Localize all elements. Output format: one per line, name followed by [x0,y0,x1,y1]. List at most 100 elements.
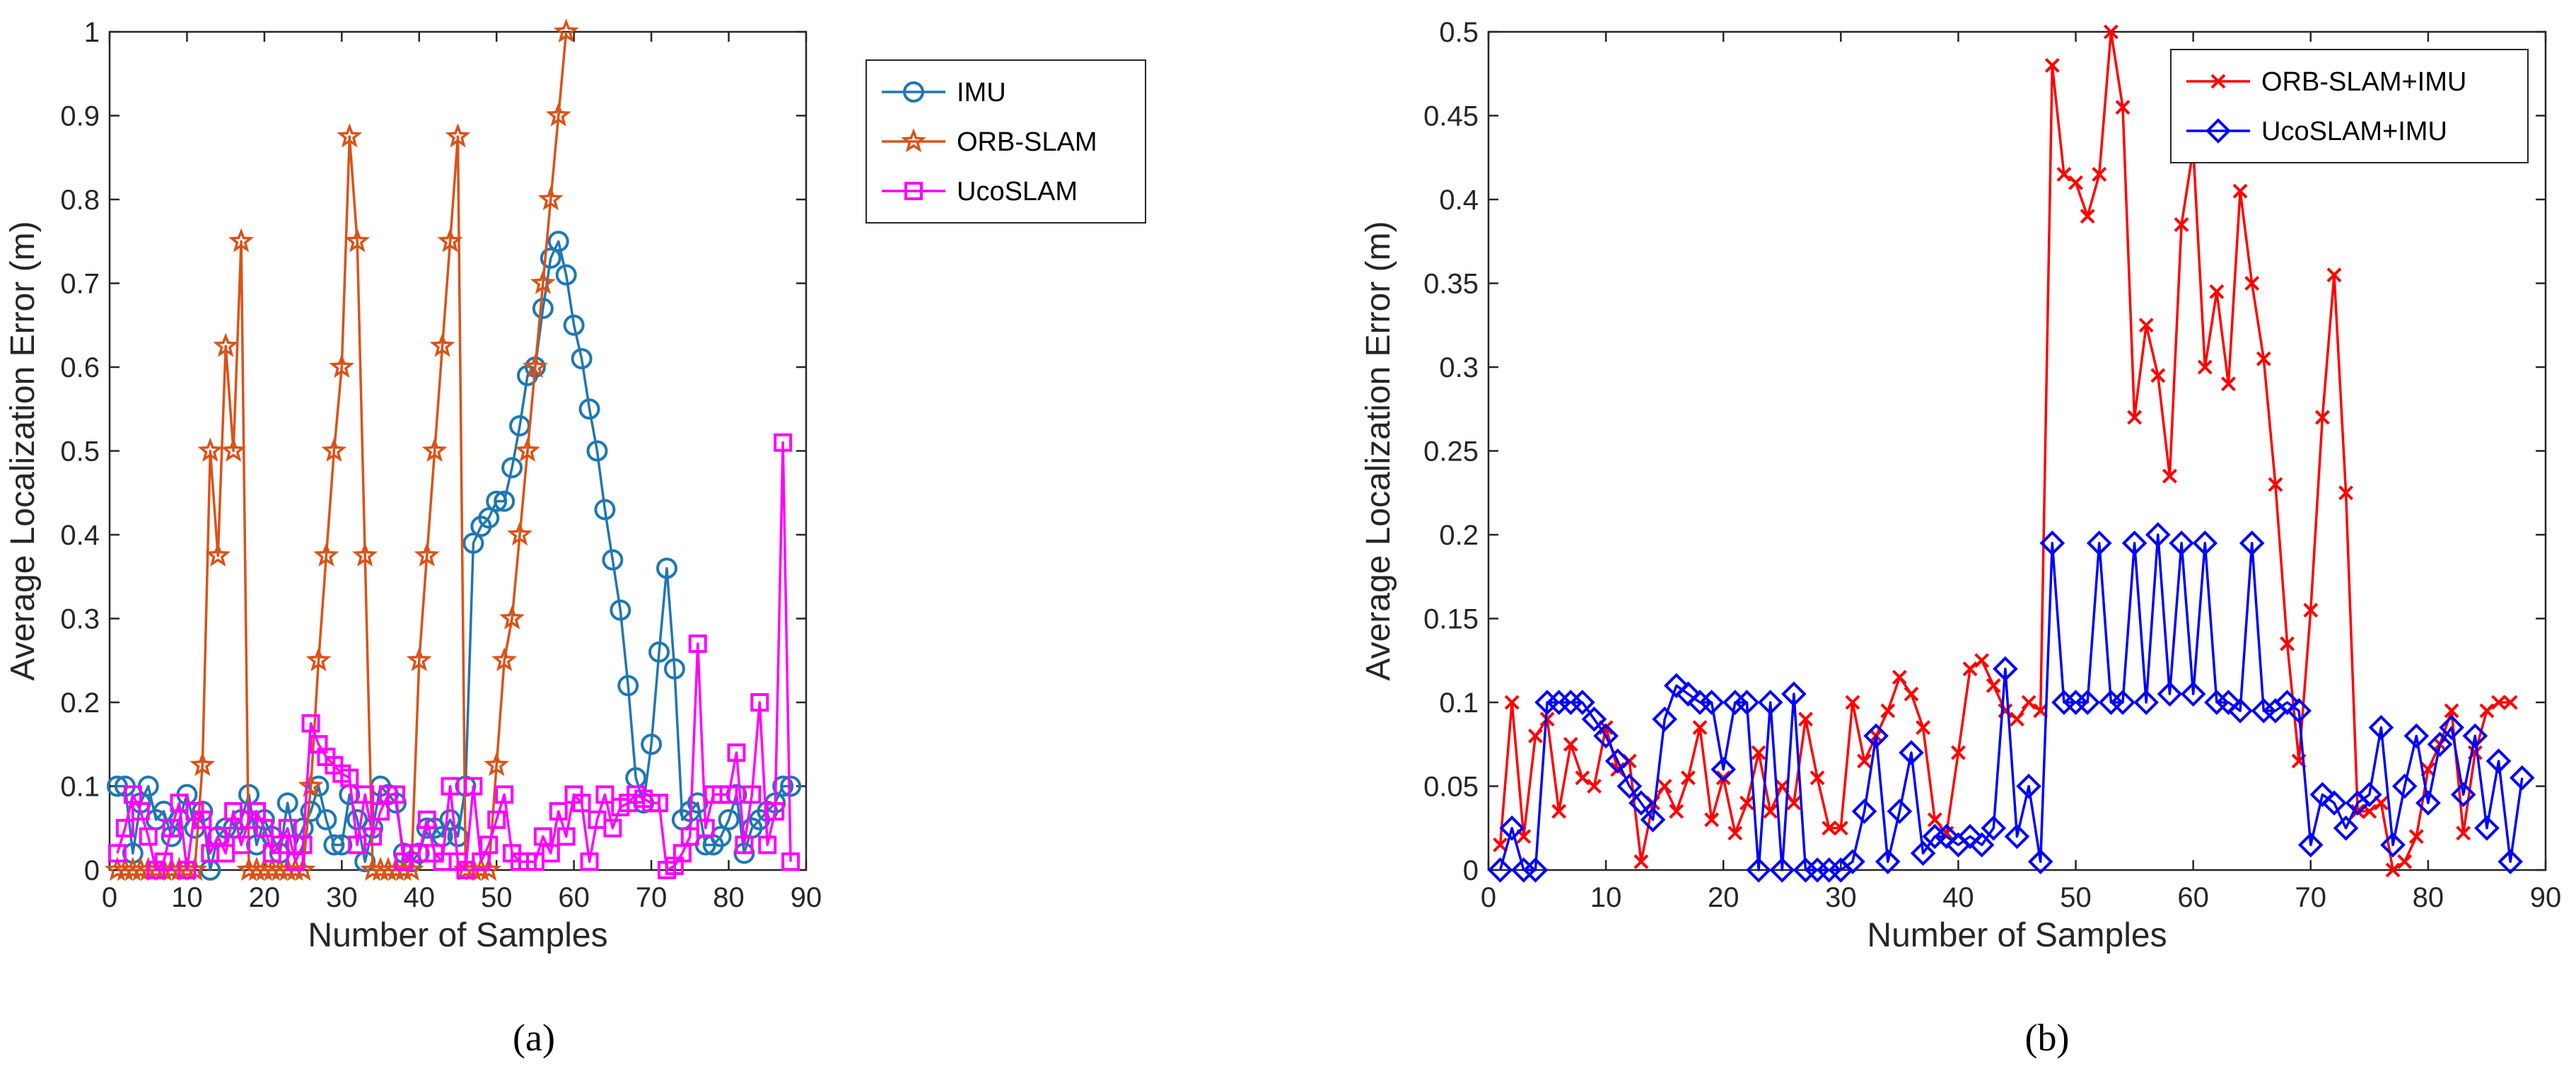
data-point [2086,530,2112,556]
data-point [1487,857,1513,883]
legend-entry: ORB-SLAM [957,127,1097,157]
data-point [656,557,677,579]
data-point [532,298,554,320]
data-point [571,348,593,370]
data-point [1563,736,1578,752]
data-point [2415,790,2441,816]
data-point [177,861,197,879]
data-point [340,768,359,787]
data-point [417,810,436,829]
data-point [1546,690,1572,715]
data-point [530,269,556,294]
x-tick-label: 0 [102,882,117,913]
data-point [421,437,448,462]
data-point [2502,695,2518,710]
data-point [193,810,212,829]
data-point [221,437,246,462]
data-point [556,827,576,846]
data-point [553,18,579,43]
data-point [610,599,631,621]
data-point [540,247,561,269]
data-point [1570,690,1595,715]
y-tick-label: 0.8 [60,185,100,216]
data-point [439,808,461,830]
y-tick-label: 0.6 [60,352,100,383]
series-ucoslam-imu [1487,522,2535,883]
data-point [1499,815,1525,841]
data-point [308,775,330,797]
data-point [2333,815,2359,841]
data-point [2103,24,2119,40]
y-tick-label: 0.5 [1439,17,1479,48]
data-point [2169,530,2194,556]
data-point [205,542,231,567]
data-point [2056,167,2072,182]
data-point [197,437,223,462]
data-point [2121,530,2147,556]
data-point [2232,183,2248,199]
data-point [476,857,502,881]
data-point [2280,636,2295,651]
data-point [2244,276,2260,291]
x-axis-label: Number of Samples [1867,917,2167,954]
data-point [766,802,785,821]
y-tick-label: 0 [1463,855,1479,886]
data-point [1687,690,1713,715]
data-point [742,785,762,804]
chart-b: 0 0.05 0.1 0.15 0.2 0.25 0.3 0.35 0.4 0.45 0.5 0 10 2… [1360,17,2561,1059]
data-point [641,734,663,755]
data-point [1781,681,1807,707]
data-point [1675,681,1701,707]
data-point [1558,690,1584,715]
data-point [1899,740,1924,765]
data-point [2326,267,2342,283]
y-tick-label: 0.1 [60,772,100,803]
data-point [1798,712,1813,727]
x-tick-label: 80 [2413,882,2444,913]
data-point [2314,410,2330,425]
data-point [414,542,440,567]
data-point [2357,782,2382,808]
data-point [1974,653,1990,668]
data-point [2138,318,2154,333]
data-point [2080,209,2095,224]
data-point [1892,670,1907,685]
x-tick-label: 70 [2295,882,2327,913]
data-point [2092,167,2107,182]
data-point [507,521,532,546]
data-point [499,605,525,630]
y-tick-label: 0.3 [60,604,100,635]
data-point [2485,748,2512,774]
data-point [1604,748,1631,774]
data-point [563,314,585,336]
data-point [1692,720,1708,735]
x-tick-label: 40 [1942,882,1974,913]
legend-marker [2205,118,2231,144]
data-point [2498,849,2523,874]
data-point [617,675,639,697]
data-point [750,693,769,712]
data-point [313,542,339,567]
data-point [1822,821,1837,836]
x-tick-label: 90 [791,882,822,913]
data-point [586,440,608,462]
data-point [406,647,432,672]
data-point [1734,690,1760,715]
data-point [1809,770,1825,786]
data-point [2368,714,2394,741]
data-point [1763,804,1778,819]
data-point [1986,678,2001,693]
data-point [2110,690,2135,715]
data-point [2098,690,2124,715]
data-point [772,775,794,797]
x-tick-label: 50 [2060,882,2092,913]
data-point [1581,706,1607,732]
data-point [1840,849,1865,874]
data-point [578,398,600,420]
data-point [515,437,540,462]
y-tick-label: 0.4 [1439,185,1479,216]
data-point [549,802,568,821]
data-point [2385,862,2401,878]
data-point [2439,714,2464,741]
